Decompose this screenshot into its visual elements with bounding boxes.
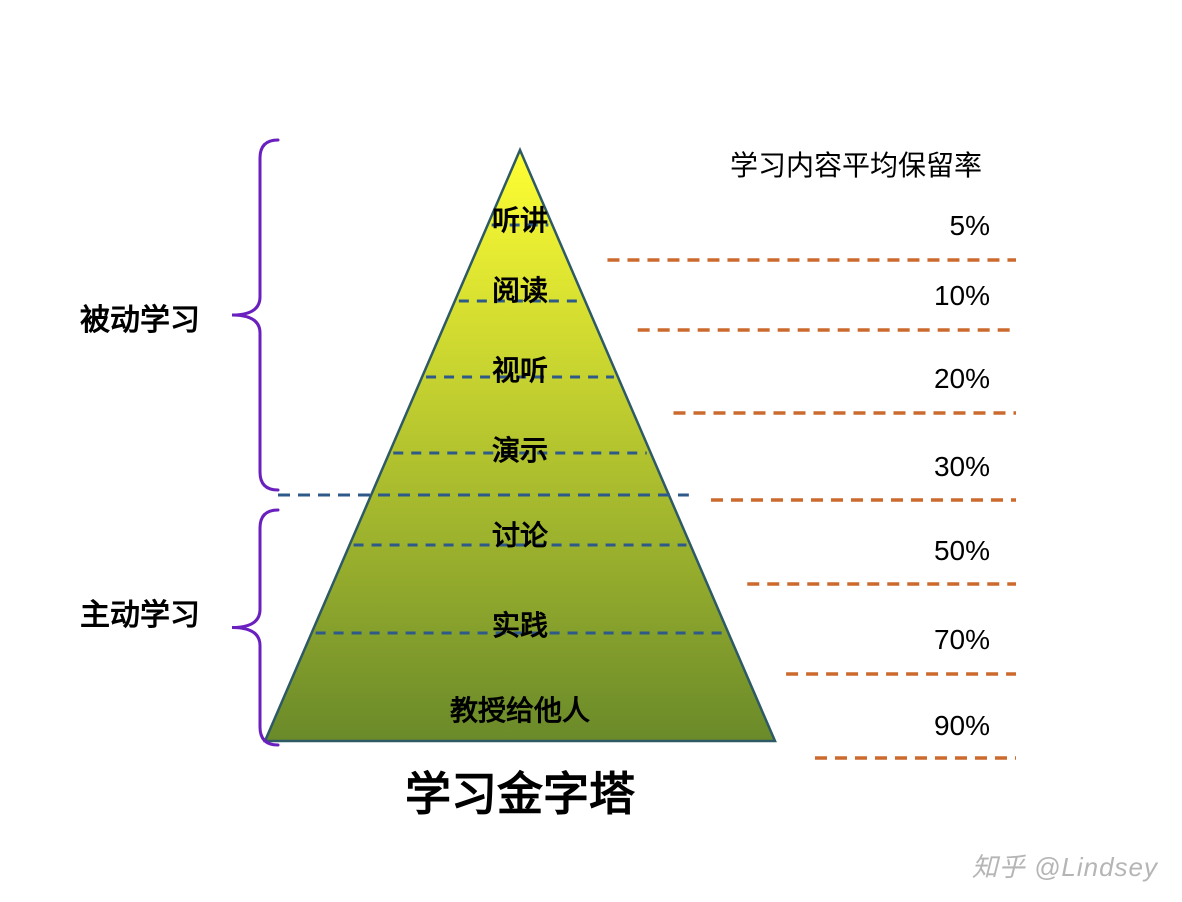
retention-percent: 5% <box>950 210 990 241</box>
retention-percent: 10% <box>934 280 990 311</box>
retention-percent: 20% <box>934 363 990 394</box>
retention-percent: 70% <box>934 624 990 655</box>
watermark-text: 知乎 @Lindsey <box>972 847 1158 884</box>
retention-header: 学习内容平均保留率 <box>730 150 982 181</box>
retention-percent: 30% <box>934 451 990 482</box>
pyramid-layer-label: 教授给他人 <box>450 695 590 726</box>
retention-percent: 50% <box>934 535 990 566</box>
pyramid-layer-label: 视听 <box>492 355 548 386</box>
pyramid-layer-label: 演示 <box>492 434 548 466</box>
learning-pyramid-diagram: 听讲阅读视听演示讨论实践教授给他人 学习内容平均保留率 5% 10% 20% 30% 50%… <box>0 0 1182 902</box>
group-label-active: 主动学习 <box>80 598 200 632</box>
pyramid-layer-label: 听讲 <box>492 205 548 236</box>
group-bracket <box>232 140 278 490</box>
pyramid-layer-label: 讨论 <box>492 520 549 551</box>
group-bracket <box>232 510 278 745</box>
diagram-title: 学习金字塔 <box>405 768 636 820</box>
group-label-passive: 被动学习 <box>80 303 200 337</box>
retention-percent: 90% <box>934 710 990 741</box>
pyramid-layer-label: 实践 <box>492 609 548 641</box>
pyramid-layer-label: 阅读 <box>492 275 548 306</box>
